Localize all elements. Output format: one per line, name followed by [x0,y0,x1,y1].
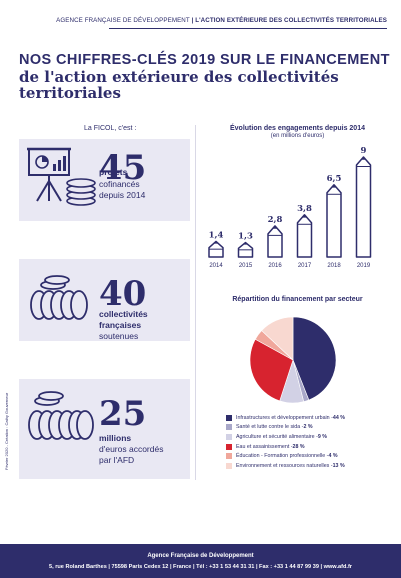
header-section: L'ACTION EXTÉRIEURE DES COLLECTIVITÉS TE… [195,17,387,24]
bar-value-label: 2,8 [268,215,283,225]
bar-2014 [208,240,224,258]
pie-legend: Infrastructures et développement urbain … [226,413,396,471]
bar-value-label: 9 [361,146,367,156]
footer: Agence Française de Développement 5, rue… [0,544,401,578]
kpi-millions-number: 25 [99,394,147,434]
kpi-millions-line-a: d'euros accordés [99,444,164,454]
bar-value-label: 3,8 [297,204,312,214]
bar-2016 [267,225,283,258]
coin-pile-icon [28,391,94,440]
legend-percent: 4 % [328,453,338,460]
header-rule [109,28,387,29]
bar-year-label: 2015 [239,263,253,269]
engagements-bar-chart: 1,4 2014 1,3 2015 2,8 2016 3,8 2017 6,5 2018 9 2019 [208,146,372,269]
legend-item: Agriculture et sécurité alimentaire - 9 … [226,432,396,442]
legend-percent: 2 % [303,424,313,431]
header-org: AGENCE FRANÇAISE DE DÉVELOPPEMENT [56,17,190,24]
legend-label: Agriculture et sécurité alimentaire - [236,433,318,440]
bar-chart-subtitle: (en millions d'euros) [270,133,325,139]
kpi-collectivities-line: soutenues [99,331,139,341]
bar-year-label: 2017 [298,263,312,269]
header-separator: | [189,17,196,24]
kpi-projects: 45 projets cofinancés depuis 2014 [19,139,190,221]
legend-percent: 9 % [317,433,327,440]
title-line-3: territoriales [19,84,121,102]
kpi-collectivities-number: 40 [99,274,147,314]
kpi-projects-number: 45 [99,148,147,188]
kpi-millions-line-b: par l'AFD [99,455,135,465]
pie-slice [249,338,294,402]
bar-year-label: 2016 [268,263,282,269]
bar-value-label: 6,5 [327,174,342,184]
bar-chart-title: Évolution des engagements depuis 2014 [230,125,365,132]
bar-2015 [237,241,254,258]
legend-label: Environnement et ressources naturelles - [236,462,333,469]
legend-label: Éducation - Formation professionnelle - [236,453,329,460]
legend-item: Santé et lutte contre le sida - 2 % [226,423,396,433]
bar-year-label: 2018 [327,263,341,269]
legend-percent: 44 % [332,414,345,421]
credit-line: Février 2020 - Création : Cathy Gouverne… [4,392,9,470]
legend-swatch [226,453,232,460]
bar-2019 [355,156,372,258]
column-divider [195,125,196,480]
kpi-projects-label: projets [99,167,128,177]
bar-year-label: 2019 [357,263,371,269]
bar-2017 [296,214,313,258]
kpi-projects-line-a: cofinancés [99,179,140,189]
legend-swatch [226,424,232,431]
pie-slice [292,316,337,401]
legend-label: Santé et lutte contre le sida - [236,424,304,431]
kpi-projects-line-b: depuis 2014 [99,190,146,200]
legend-label: Infrastructures et développement urbain … [236,414,333,421]
footer-org-name: Agence Française de Développement [147,553,254,559]
legend-swatch [226,433,232,440]
sector-pie-chart [249,316,337,404]
ficol-caption: La FICOL, c'est : [84,125,137,132]
legend-percent: 13 % [332,462,345,469]
title-line-2: de l'action extérieure des collectivités [19,68,339,86]
legend-item: Éducation - Formation professionnelle - … [226,451,396,461]
legend-swatch [226,414,232,421]
pie-slice [261,316,294,361]
coin-stack-icon [30,275,88,320]
kpi-collectivities: 40 collectivités françaises soutenues [19,259,190,341]
bar-value-label: 1,4 [209,230,224,240]
kpi-millions-label: millions [99,433,132,443]
presentation-board-icon [27,147,96,206]
header-tag: AGENCE FRANÇAISE DE DÉVELOPPEMENT | L'AC… [56,17,387,24]
legend-item: Infrastructures et développement urbain … [226,413,396,423]
legend-swatch [226,462,232,469]
pie-chart-title: Répartition du financement par secteur [232,296,363,303]
title-line-1: NOS CHIFFRES-CLÉS 2019 SUR LE FINANCEMEN… [19,52,390,68]
legend-label: Eau et assainissement - [236,443,293,450]
bar-value-label: 1,3 [238,232,253,242]
footer-address: 5, rue Roland Barthes | 75598 Paris Cede… [48,564,352,570]
page-title: NOS CHIFFRES-CLÉS 2019 SUR LE FINANCEMEN… [19,52,389,101]
legend-item: Eau et assainissement - 28 % [226,442,396,452]
legend-swatch [226,443,232,450]
bar-2018 [326,184,342,258]
kpi-collectivities-label-a: collectivités [99,309,148,319]
legend-item: Environnement et ressources naturelles -… [226,461,396,471]
kpi-collectivities-label-b: françaises [99,320,142,330]
legend-percent: 28 % [292,443,305,450]
kpi-millions: 25 millions d'euros accordés par l'AFD [19,379,190,479]
bar-year-label: 2014 [209,263,223,269]
header-band: AGENCE FRANÇAISE DE DÉVELOPPEMENT | L'AC… [0,0,401,33]
